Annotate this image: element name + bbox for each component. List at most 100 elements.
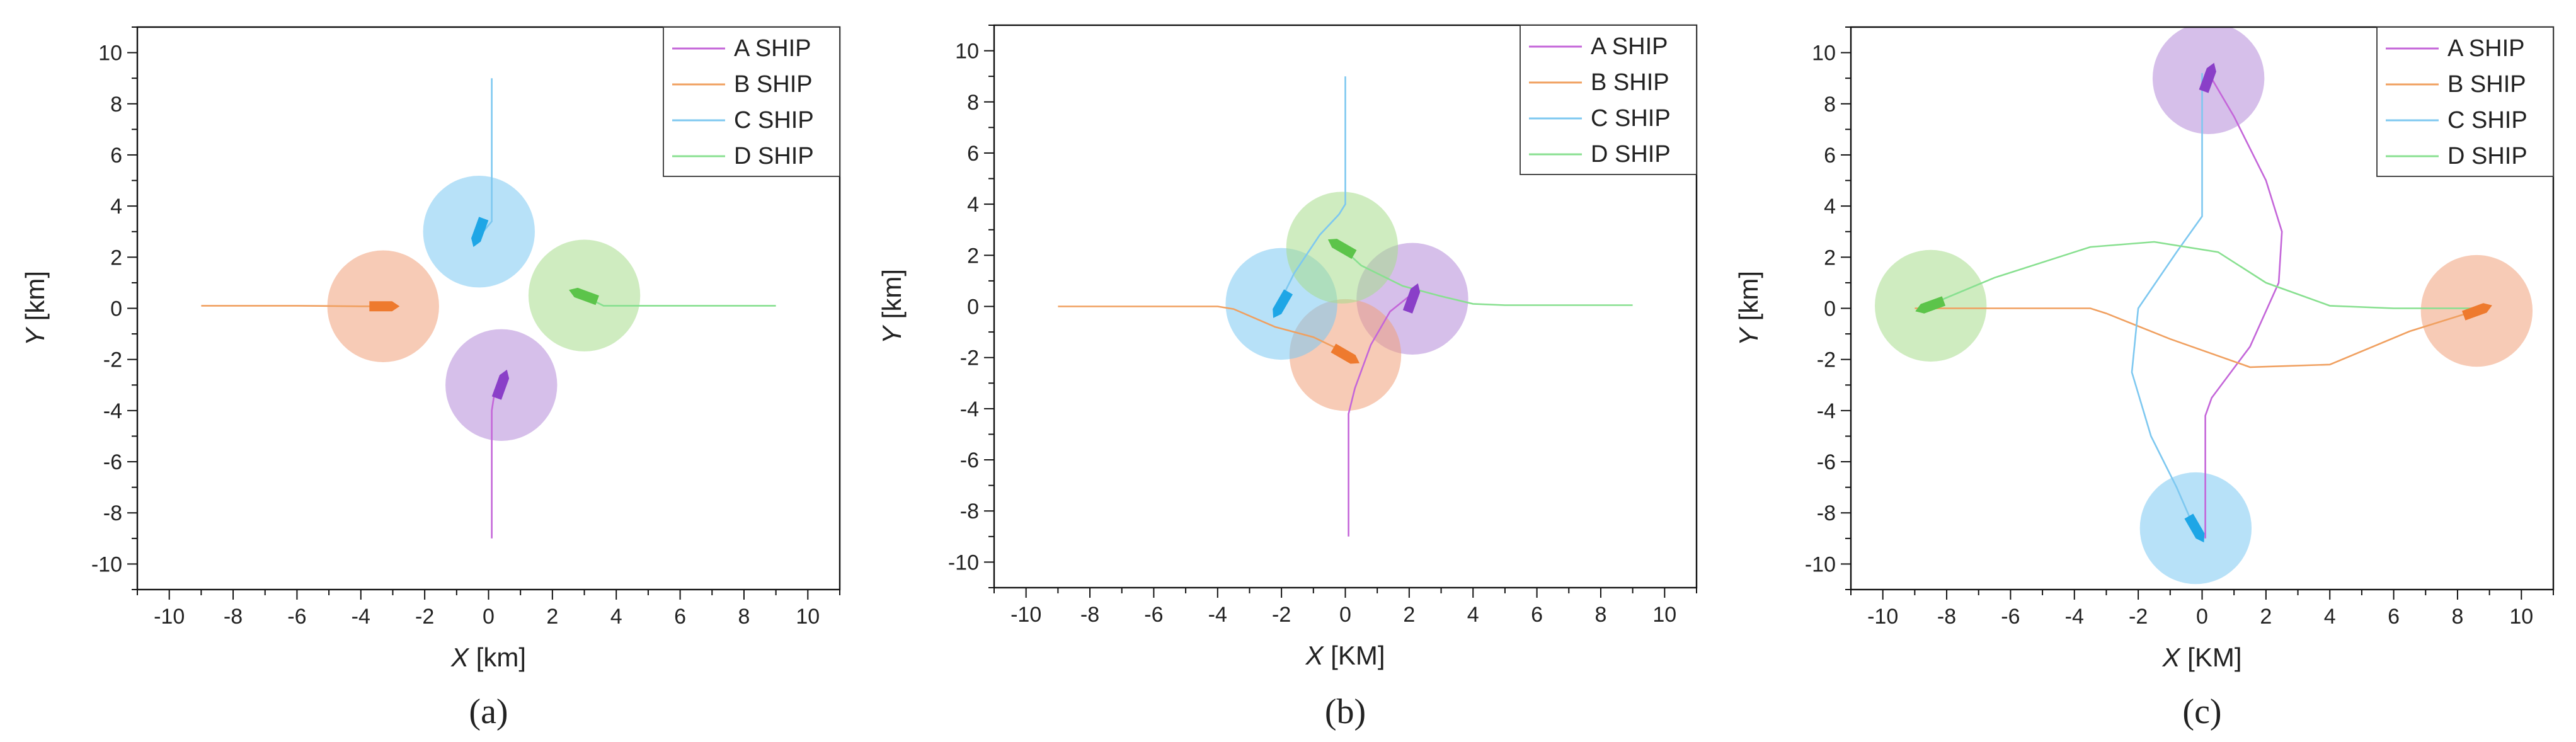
y-tick-label: 8: [1824, 93, 1836, 117]
legend-box: [2376, 26, 2554, 177]
y-axis-title: Y [km]: [877, 269, 907, 344]
plot-area: [201, 78, 776, 539]
x-tick-label: -4: [352, 605, 370, 629]
x-tick-label: 10: [2509, 605, 2533, 629]
y-axis-title: Y [km]: [1734, 271, 1763, 346]
y-axis-variable: Y: [877, 324, 907, 344]
x-tick-label: 0: [483, 605, 495, 629]
x-tick-label: 6: [674, 605, 686, 629]
y-tick-label: -10: [948, 551, 979, 574]
x-tick-label: 6: [1531, 603, 1543, 627]
ship-icon: [1402, 283, 1421, 314]
y-tick-label: -8: [960, 499, 979, 523]
trajectory-line: [1338, 244, 1633, 306]
y-tick-label: -2: [103, 348, 122, 372]
y-axis-unit: [km]: [1734, 271, 1763, 321]
y-tick-label: -8: [1817, 501, 1836, 525]
x-tick-label: -10: [1867, 605, 1898, 629]
x-axis-title: X [KM]: [1305, 641, 1385, 670]
x-tick-label: -8: [224, 605, 243, 629]
trajectory-line: [1915, 307, 2483, 368]
y-tick-label: 6: [110, 144, 122, 168]
y-axis-variable: Y: [1734, 326, 1763, 346]
ship-icon: [569, 287, 599, 305]
legend-label: B SHIP: [2447, 71, 2526, 98]
y-tick-label: 4: [110, 195, 122, 219]
legend-label: C SHIP: [1591, 105, 1671, 132]
legend-label: A SHIP: [1591, 33, 1668, 60]
legend-label: D SHIP: [1591, 141, 1671, 168]
ship-icon: [491, 369, 510, 400]
x-tick-label: -4: [1208, 603, 1227, 627]
x-axis-unit: [KM]: [1331, 641, 1385, 670]
trajectory-line: [478, 78, 493, 237]
y-tick-label: -2: [960, 346, 979, 370]
trajectory-line: [2131, 73, 2203, 539]
y-tick-label: 0: [1824, 297, 1836, 321]
x-tick-label: -8: [1080, 603, 1099, 627]
x-tick-label: -6: [287, 605, 306, 629]
x-axis-title: X [km]: [450, 642, 526, 672]
plot-area: [1058, 76, 1633, 537]
ship-icon: [2461, 303, 2492, 321]
ship-icon: [471, 217, 489, 248]
x-tick-label: 10: [796, 605, 820, 629]
plot-area: [1875, 27, 2533, 585]
ship-icon: [1331, 343, 1360, 364]
x-axis-variable: X: [2161, 642, 2181, 672]
y-tick-label: 6: [967, 142, 979, 166]
x-tick-label: -4: [2065, 605, 2084, 629]
x-axis-unit: [km]: [476, 642, 526, 672]
panel-caption: (c): [2182, 692, 2221, 731]
x-tick-label: -6: [1144, 603, 1163, 627]
x-tick-label: -2: [1272, 603, 1291, 627]
legend-box: [1520, 25, 1697, 175]
y-tick-label: -6: [103, 450, 122, 474]
ship-icon: [1327, 239, 1357, 260]
y-tick-label: -6: [960, 448, 979, 472]
x-tick-label: 2: [1403, 603, 1415, 627]
legend-box: [663, 26, 840, 177]
ship-icon: [2199, 62, 2216, 93]
x-tick-label: 2: [546, 605, 558, 629]
legend-label: D SHIP: [2447, 143, 2527, 169]
y-tick-label: -10: [91, 552, 122, 576]
x-axis: -10 -8 -6 -4 -2 0 2 4 6 8 10: [993, 588, 1697, 627]
x-tick-label: -6: [2001, 605, 2020, 629]
x-tick-label: -8: [1937, 605, 1956, 629]
panel-caption: (a): [469, 692, 508, 731]
x-tick-label: -2: [2129, 605, 2148, 629]
x-tick-label: 4: [610, 605, 622, 629]
x-tick-label: -10: [154, 605, 185, 629]
y-tick-label: 2: [967, 244, 979, 268]
y-tick-label: -10: [1805, 552, 1836, 576]
y-axis: -10 -8 -6 -4 -2 0 2 4 6 8 10: [948, 25, 994, 588]
legend-label: B SHIP: [734, 71, 813, 98]
y-tick-label: -4: [960, 397, 979, 421]
legend-label: C SHIP: [734, 107, 814, 134]
ship-icon: [2184, 513, 2205, 543]
x-tick-label: 8: [738, 605, 750, 629]
x-axis-title: X [KM]: [2161, 642, 2241, 672]
trajectory-line: [1920, 241, 2490, 309]
x-tick-label: 6: [2388, 605, 2400, 629]
x-tick-label: 4: [2324, 605, 2336, 629]
chart-panel-b: -10 -8 -6 -4 -2 0 2 4 6 8 10 -10 -8 -6 -4 -2 0 2 4 6 8 10 X [K…: [877, 24, 1698, 731]
x-axis-variable: X: [1305, 641, 1324, 670]
x-tick-label: 8: [2451, 605, 2463, 629]
y-axis-variable: Y: [20, 326, 50, 346]
y-axis-unit: [km]: [20, 271, 50, 321]
y-tick-label: -8: [103, 501, 122, 525]
y-tick-label: 6: [1824, 144, 1836, 168]
trajectory-line: [1058, 305, 1346, 353]
legend: A SHIP B SHIP C SHIP D SHIP: [2376, 26, 2554, 177]
legend-label: D SHIP: [734, 143, 814, 169]
x-tick-label: 4: [1467, 603, 1479, 627]
trajectory-line: [2204, 72, 2283, 539]
legend-label: B SHIP: [1591, 69, 1669, 96]
trajectory-line: [1348, 295, 1410, 537]
chart-panel-c: -10 -8 -6 -4 -2 0 2 4 6 8 10 -10 -8 -6 -4 -2 0 2 4 6 8 10 X [K…: [1734, 26, 2555, 731]
y-tick-label: -6: [1817, 450, 1836, 474]
y-axis: -10 -8 -6 -4 -2 0 2 4 6 8 10: [91, 26, 137, 590]
y-tick-label: 10: [98, 42, 122, 66]
